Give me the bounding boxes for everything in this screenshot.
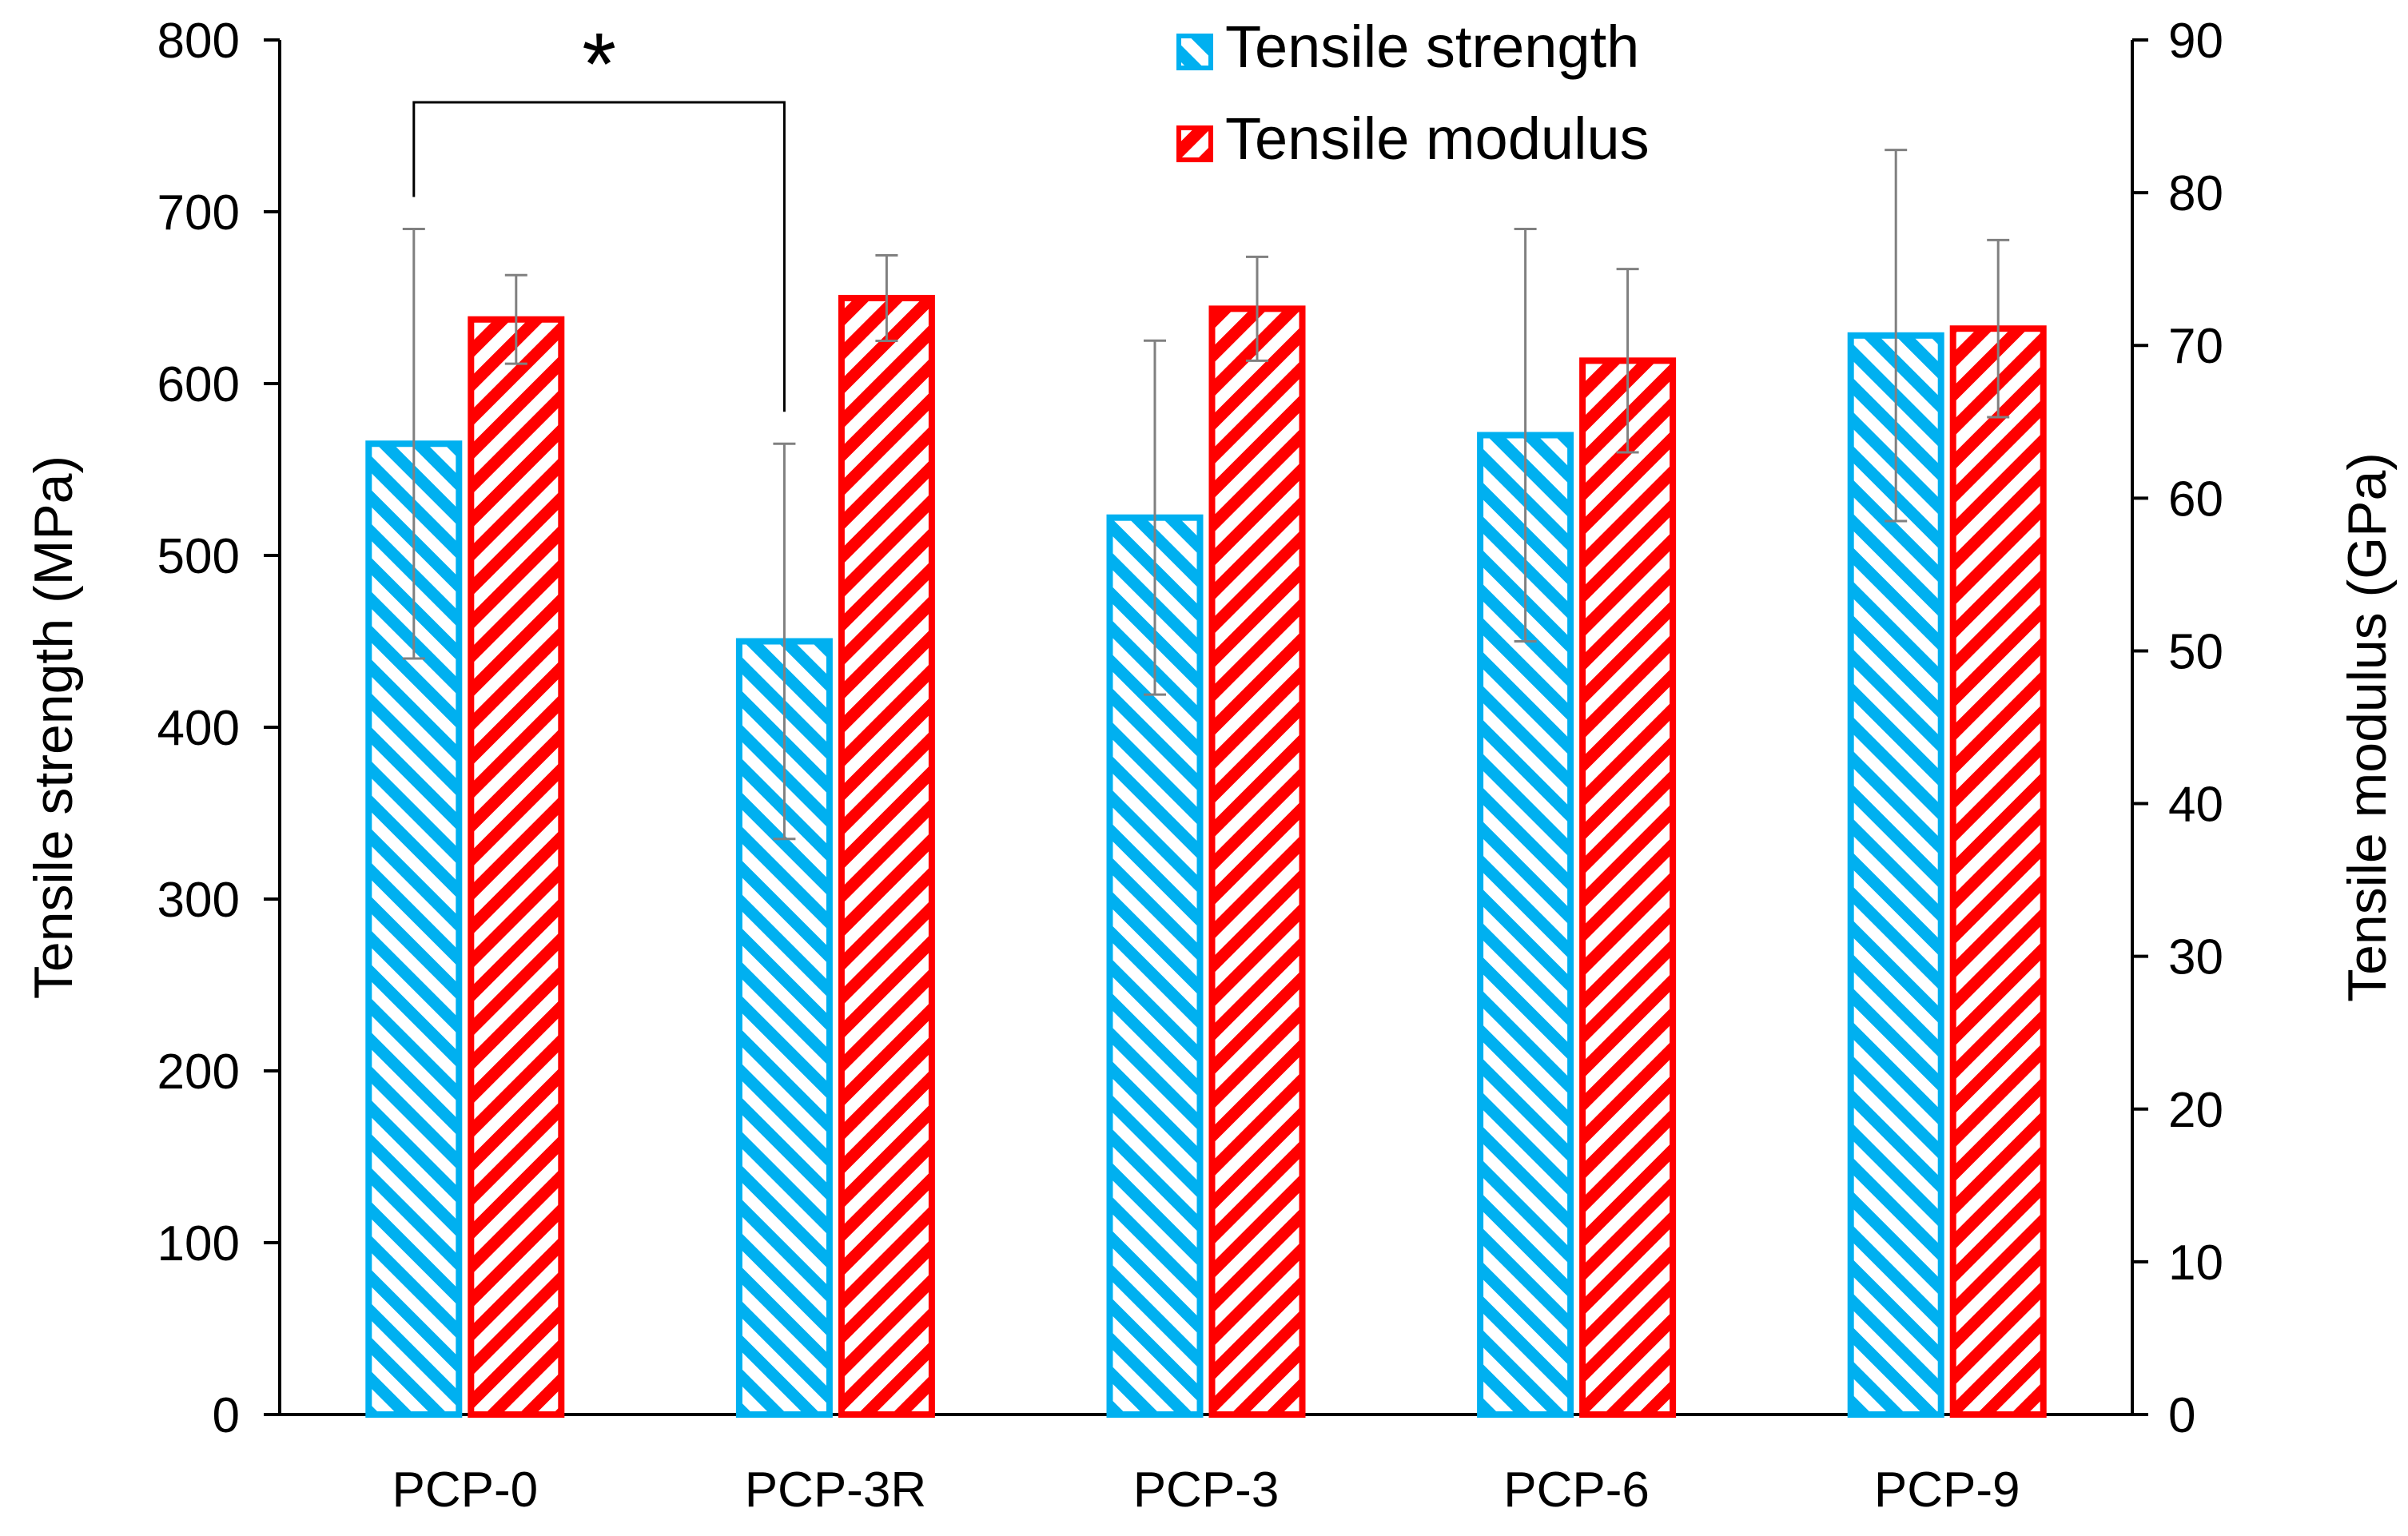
y-right-tick-label: 20 bbox=[2168, 1083, 2223, 1138]
y-left-tick-label: 600 bbox=[157, 357, 240, 412]
y-right-tick-label: 90 bbox=[2168, 14, 2223, 69]
bars-group bbox=[365, 294, 2047, 1419]
x-category-label: PCP-0 bbox=[392, 1462, 538, 1518]
x-category-label: PCP-3R bbox=[745, 1462, 926, 1518]
y-left-axis-title: Tensile strength (MPa) bbox=[23, 456, 84, 999]
significance-bracket bbox=[412, 101, 786, 412]
y-left-tick-label: 800 bbox=[157, 14, 240, 69]
significance-marker: * bbox=[582, 15, 616, 113]
y-left-tick-label: 100 bbox=[157, 1216, 240, 1271]
bar-tensile-modulus bbox=[1579, 357, 1677, 1418]
x-category-label: PCP-3 bbox=[1133, 1462, 1280, 1518]
y-right-tick-label: 60 bbox=[2168, 472, 2223, 527]
legend: Tensile strength Tensile modulus bbox=[1176, 14, 1650, 172]
y-left-tick-label: 200 bbox=[157, 1045, 240, 1100]
y-right-axis-title: Tensile modulus (GPa) bbox=[2337, 452, 2398, 1002]
x-category-label: PCP-6 bbox=[1503, 1462, 1650, 1518]
y-left-tick-label: 0 bbox=[213, 1388, 240, 1443]
y-right-tick-label: 80 bbox=[2168, 166, 2223, 221]
bar-tensile-modulus bbox=[1208, 305, 1306, 1418]
legend-label: Tensile modulus bbox=[1225, 105, 1650, 172]
y-left-tick-label: 300 bbox=[157, 873, 240, 928]
y-right-tick-label: 40 bbox=[2168, 778, 2223, 833]
bar-tensile-modulus bbox=[838, 294, 935, 1418]
axes-group: 0 100 200 300 400 500 600 700 800 0 10 20 30 40 50 60 70… bbox=[23, 14, 2398, 1518]
legend-swatch bbox=[1176, 34, 1213, 70]
legend-swatch bbox=[1176, 125, 1213, 162]
bar-tensile-modulus bbox=[1949, 325, 2047, 1419]
y-right-tick-label: 30 bbox=[2168, 930, 2223, 985]
x-category-label: PCP-9 bbox=[1874, 1462, 2020, 1518]
y-left-tick-label: 700 bbox=[157, 185, 240, 241]
y-left-tick-label: 400 bbox=[157, 701, 240, 756]
y-right-tick-label: 10 bbox=[2168, 1236, 2223, 1291]
bar-tensile-modulus bbox=[468, 316, 565, 1419]
y-right-tick-label: 70 bbox=[2168, 319, 2223, 374]
y-left-tick-label: 500 bbox=[157, 529, 240, 584]
legend-label: Tensile strength bbox=[1225, 14, 1639, 80]
annotation-group: * bbox=[412, 15, 786, 412]
y-right-tick-label: 50 bbox=[2168, 624, 2223, 679]
error-bars-group bbox=[402, 149, 2010, 841]
y-right-tick-label: 0 bbox=[2168, 1388, 2195, 1443]
